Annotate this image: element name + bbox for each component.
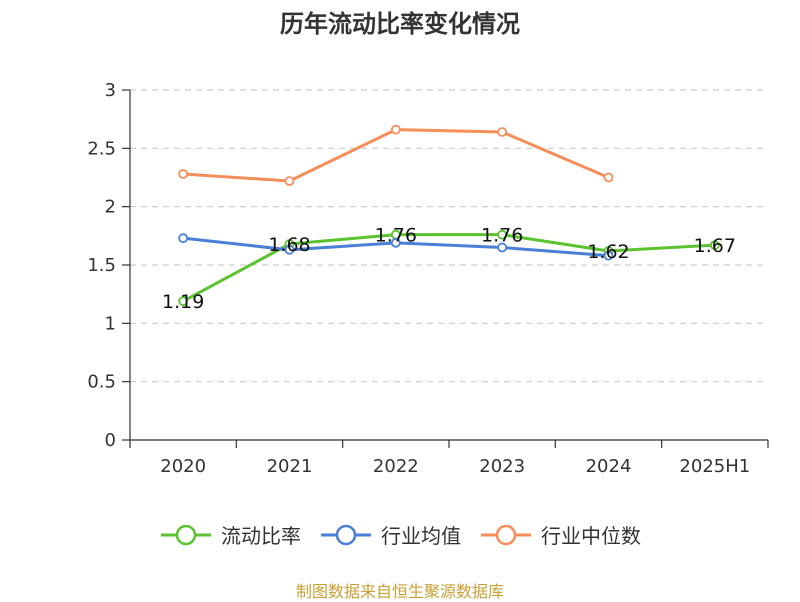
legend: 流动比率 行业均值 行业中位数 xyxy=(0,520,800,549)
data-point xyxy=(390,124,401,135)
legend-label: 行业中位数 xyxy=(541,524,641,548)
data-label: 1.76 xyxy=(481,225,523,247)
data-point xyxy=(390,237,401,248)
data-label: 1.62 xyxy=(587,241,629,263)
x-tick-label: 2020 xyxy=(160,456,206,477)
chart-title: 历年流动比率变化情况 xyxy=(280,10,520,38)
y-tick-label: 0 xyxy=(105,430,116,451)
series-lines xyxy=(182,128,715,303)
y-tick-label: 1 xyxy=(105,313,116,334)
data-label: 1.67 xyxy=(694,235,736,257)
data-point xyxy=(709,240,720,251)
x-tick-label: 2021 xyxy=(267,456,313,477)
legend-label: 行业均值 xyxy=(381,524,461,548)
data-point xyxy=(603,172,614,183)
source-note: 制图数据来自恒生聚源数据库 xyxy=(295,582,504,601)
data-label: 1.76 xyxy=(375,225,417,247)
x-tick-label: 2025H1 xyxy=(679,456,750,477)
y-tick-label: 3 xyxy=(105,80,116,101)
series-line xyxy=(183,128,610,183)
data-labels: 1.19 1.68 1.76 1.76 1.62 1.67 xyxy=(162,225,736,313)
legend-item-industry-median[interactable]: 行业中位数 xyxy=(479,520,641,549)
y-tick-label: 0.5 xyxy=(87,372,116,393)
y-tick-label: 2.5 xyxy=(87,138,116,159)
legend-line-marker-icon xyxy=(321,524,371,545)
data-point xyxy=(284,176,295,186)
series-points xyxy=(178,124,720,307)
legend-item-current-ratio[interactable]: 流动比率 xyxy=(159,520,301,549)
data-label: 1.68 xyxy=(268,234,310,256)
data-point xyxy=(603,250,614,261)
data-point xyxy=(178,169,189,179)
x-tick-label: 2024 xyxy=(586,456,632,477)
x-tick-labels: 2020 2021 2022 2023 2024 2025H1 xyxy=(160,456,750,477)
x-tick-label: 2023 xyxy=(479,456,525,477)
legend-item-industry-mean[interactable]: 行业均值 xyxy=(319,520,461,549)
series-line xyxy=(182,233,715,303)
axes xyxy=(122,89,769,448)
grid-lines xyxy=(130,89,768,383)
data-point xyxy=(497,127,508,137)
data-label: 1.19 xyxy=(162,291,204,313)
data-point xyxy=(284,244,295,255)
legend-label: 流动比率 xyxy=(221,524,301,548)
legend-line-marker-icon xyxy=(161,524,211,545)
y-tick-label: 2 xyxy=(105,197,116,218)
data-point xyxy=(178,233,189,244)
x-tick-label: 2022 xyxy=(373,456,419,477)
data-point xyxy=(178,296,189,307)
data-point xyxy=(497,242,508,253)
y-tick-label: 1.5 xyxy=(87,255,116,276)
legend-line-marker-icon xyxy=(481,524,531,545)
y-tick-labels: 0 0.5 1 1.5 2 2.5 3 xyxy=(87,80,116,451)
data-point xyxy=(497,229,508,240)
